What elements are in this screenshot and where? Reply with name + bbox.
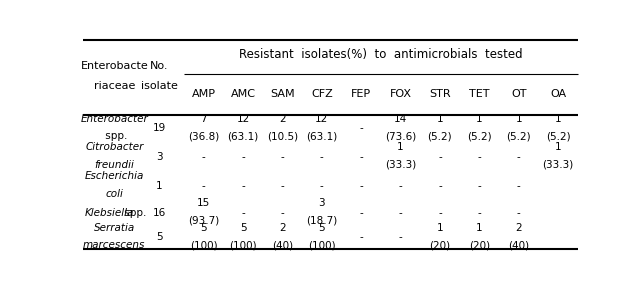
Text: riaceae: riaceae [94,81,135,91]
Text: Serratia: Serratia [94,223,135,233]
Text: (33.3): (33.3) [543,160,574,170]
Text: 1: 1 [476,114,483,124]
Text: AMP: AMP [192,89,215,99]
Text: 12: 12 [315,114,329,124]
Text: -: - [359,124,363,134]
Text: coli: coli [105,189,123,199]
Text: -: - [359,181,363,191]
Text: 15: 15 [197,198,210,208]
Text: Citrobacter: Citrobacter [85,142,143,152]
Text: (63.1): (63.1) [228,131,258,141]
Text: spp.: spp. [120,208,146,218]
Text: STR: STR [429,89,451,99]
Text: 1: 1 [555,114,561,124]
Text: -: - [517,181,521,191]
Text: marcescens: marcescens [83,240,145,250]
Text: -: - [517,208,521,218]
Text: 14: 14 [394,114,407,124]
Text: (20): (20) [430,240,451,250]
Text: TET: TET [469,89,489,99]
Text: Enterobacter: Enterobacter [80,114,148,124]
Text: OT: OT [511,89,527,99]
Text: spp.: spp. [102,131,127,141]
Text: -: - [320,181,323,191]
Text: -: - [241,152,245,162]
Text: 2: 2 [279,114,285,124]
Text: -: - [438,208,442,218]
Text: (5.2): (5.2) [506,131,531,141]
Text: -: - [241,181,245,191]
Text: -: - [399,233,403,243]
Text: 1: 1 [437,223,443,233]
Text: 5: 5 [201,223,207,233]
Text: 1: 1 [555,142,561,152]
Text: -: - [438,152,442,162]
Text: OA: OA [550,89,566,99]
Text: -: - [359,233,363,243]
Text: 2: 2 [279,223,285,233]
Text: 5: 5 [240,223,246,233]
Text: (93.7): (93.7) [188,216,219,226]
Text: 5: 5 [156,233,163,243]
Text: -: - [517,152,521,162]
Text: -: - [477,181,481,191]
Text: (18.7): (18.7) [306,216,338,226]
Text: (36.8): (36.8) [188,131,219,141]
Text: 16: 16 [152,208,166,218]
Text: (20): (20) [469,240,490,250]
Text: -: - [241,208,245,218]
Text: (100): (100) [190,240,217,250]
Text: (73.6): (73.6) [385,131,416,141]
Text: -: - [359,152,363,162]
Text: -: - [280,208,284,218]
Text: -: - [477,208,481,218]
Text: (40): (40) [508,240,529,250]
Text: AMC: AMC [231,89,255,99]
Text: No.: No. [150,61,168,71]
Text: (33.3): (33.3) [385,160,416,170]
Text: Enterobacte: Enterobacte [80,61,148,71]
Text: 3: 3 [318,198,325,208]
Text: -: - [320,152,323,162]
Text: (5.2): (5.2) [467,131,492,141]
Text: (40): (40) [272,240,293,250]
Text: 5: 5 [318,223,325,233]
Text: Resistant  isolates(%)  to  antimicrobials  tested: Resistant isolates(%) to antimicrobials … [239,48,523,61]
Text: 2: 2 [515,223,522,233]
Text: 19: 19 [152,124,166,134]
Text: -: - [359,208,363,218]
Text: FOX: FOX [390,89,412,99]
Text: -: - [399,181,403,191]
Text: freundii: freundii [95,160,134,170]
Text: -: - [280,152,284,162]
Text: -: - [438,181,442,191]
Text: -: - [399,208,403,218]
Text: 7: 7 [201,114,207,124]
Text: -: - [477,152,481,162]
Text: (63.1): (63.1) [306,131,338,141]
Text: 1: 1 [397,142,404,152]
Text: -: - [202,152,206,162]
Text: (10.5): (10.5) [267,131,298,141]
Text: (5.2): (5.2) [546,131,570,141]
Text: SAM: SAM [270,89,294,99]
Text: CFZ: CFZ [311,89,332,99]
Text: (5.2): (5.2) [428,131,452,141]
Text: 1: 1 [515,114,522,124]
Text: -: - [202,181,206,191]
Text: -: - [280,181,284,191]
Text: 1: 1 [476,223,483,233]
Text: 3: 3 [156,152,163,162]
Text: Klebsiella: Klebsiella [85,208,134,218]
Text: Escherichia: Escherichia [85,171,144,181]
Text: (100): (100) [230,240,257,250]
Text: 12: 12 [237,114,249,124]
Text: 1: 1 [156,181,163,191]
Text: (100): (100) [308,240,336,250]
Text: isolate: isolate [141,81,177,91]
Text: FEP: FEP [351,89,371,99]
Text: 1: 1 [437,114,443,124]
